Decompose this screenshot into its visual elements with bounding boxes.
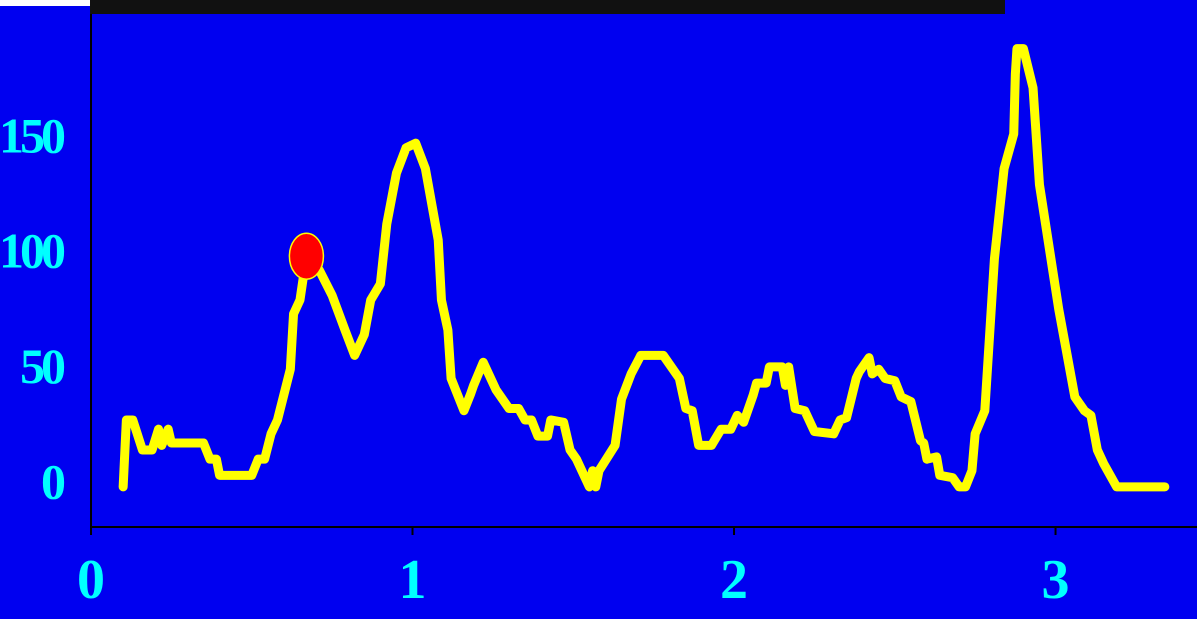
x-tick-label: 0 [77,549,105,611]
x-tick-label: 3 [1042,549,1070,611]
y-tick-label: 0 [41,453,65,509]
y-tick-label: 100 [0,223,65,279]
y-tick-label: 50 [20,338,65,394]
top-bar [90,0,1005,14]
y-tick-label: 150 [0,107,65,163]
x-tick-label: 2 [720,549,748,611]
data-line [118,44,1170,492]
highlight-point [288,232,325,280]
x-tick-label: 1 [399,549,427,611]
